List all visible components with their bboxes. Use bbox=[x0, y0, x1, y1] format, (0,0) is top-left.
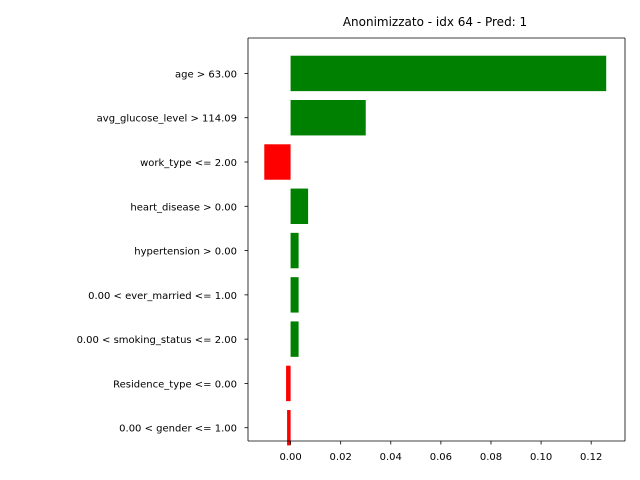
bar-4 bbox=[290, 232, 299, 269]
y-tick-label-3: heart_disease > 0.00 bbox=[130, 202, 237, 213]
y-tick-label-5: 0.00 < ever_married <= 1.00 bbox=[88, 291, 237, 302]
y-ticks-layer: age > 63.00 avg_glucose_level > 114.09 wor… bbox=[77, 69, 248, 435]
axes-layer bbox=[247, 37, 626, 442]
y-tick-label-7: Residence_type <= 0.00 bbox=[113, 379, 237, 390]
bar-6 bbox=[290, 321, 299, 357]
y-tick-label-8: 0.00 < gender <= 1.00 bbox=[119, 424, 237, 435]
x-tick-label-5: 0.10 bbox=[530, 452, 552, 463]
x-ticks-layer: 0.00 0.02 0.04 0.06 0.08 0.10 0.12 bbox=[279, 441, 602, 463]
bar-3 bbox=[290, 188, 309, 224]
y-tick-label-0: age > 63.00 bbox=[175, 69, 237, 80]
y-tick-label-2: work_type <= 2.00 bbox=[140, 158, 237, 169]
bar-2 bbox=[264, 144, 291, 180]
bars-layer bbox=[264, 55, 607, 446]
bar-0 bbox=[290, 55, 607, 92]
x-tick-label-1: 0.02 bbox=[330, 452, 352, 463]
bar-1 bbox=[290, 100, 366, 136]
y-tick-label-1: avg_glucose_level > 114.09 bbox=[97, 114, 237, 125]
bar-5 bbox=[290, 277, 299, 313]
bar-7 bbox=[286, 365, 291, 402]
y-tick-label-6: 0.00 < smoking_status <= 2.00 bbox=[77, 335, 237, 346]
chart-title: Anonimizzato - idx 64 - Pred: 1 bbox=[343, 15, 527, 29]
y-tick-label-4: hypertension > 0.00 bbox=[134, 247, 237, 258]
x-tick-label-6: 0.12 bbox=[580, 452, 602, 463]
x-tick-label-0: 0.00 bbox=[279, 452, 301, 463]
x-tick-label-2: 0.04 bbox=[380, 452, 402, 463]
x-tick-label-4: 0.08 bbox=[480, 452, 502, 463]
x-tick-label-3: 0.06 bbox=[430, 452, 452, 463]
bar-8 bbox=[287, 410, 291, 446]
